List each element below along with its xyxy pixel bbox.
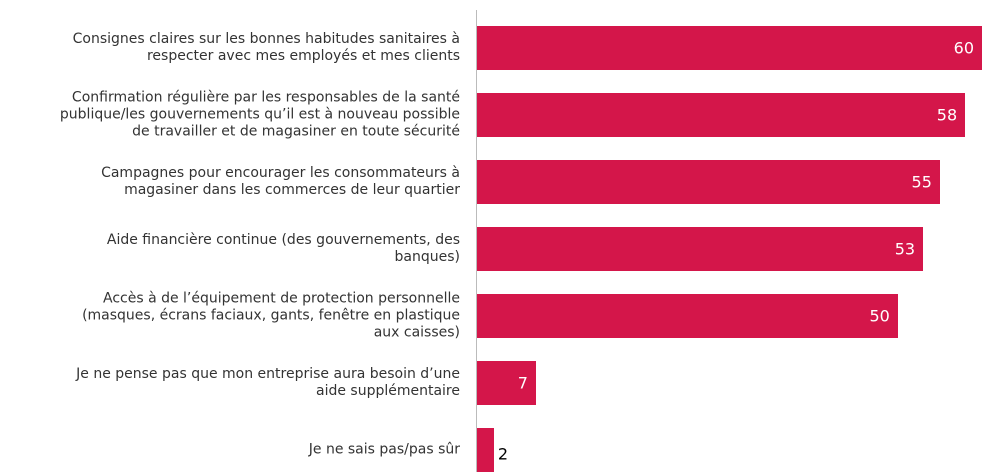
value-label: 53 bbox=[894, 239, 916, 259]
bar bbox=[477, 428, 494, 472]
category-label: Aide financière continue (des gouverneme… bbox=[106, 232, 460, 265]
value-label: 50 bbox=[869, 306, 890, 326]
category-label: Je ne pense pas que mon entreprise aura … bbox=[76, 366, 460, 399]
category-label: Campagnes pour encourager les consommate… bbox=[101, 165, 460, 198]
bar bbox=[477, 26, 982, 70]
bar bbox=[477, 93, 966, 137]
axis-line bbox=[476, 10, 477, 472]
value-label: 58 bbox=[936, 105, 958, 125]
category-label: Je ne sais pas/pas sûr bbox=[308, 441, 460, 458]
category-label: Consignes claires sur les bonnes habitud… bbox=[72, 31, 460, 64]
bar bbox=[477, 294, 898, 338]
value-label: 60 bbox=[953, 38, 974, 58]
bar bbox=[477, 160, 940, 204]
value-label: 55 bbox=[911, 172, 932, 192]
bar bbox=[477, 361, 536, 405]
value-label: 7 bbox=[517, 373, 528, 393]
category-label: Confirmation régulière par les responsab… bbox=[59, 89, 460, 140]
bar bbox=[477, 227, 924, 271]
category-label: Accès à de l’équipement de protection pe… bbox=[82, 290, 460, 341]
value-label: 2 bbox=[497, 444, 509, 464]
